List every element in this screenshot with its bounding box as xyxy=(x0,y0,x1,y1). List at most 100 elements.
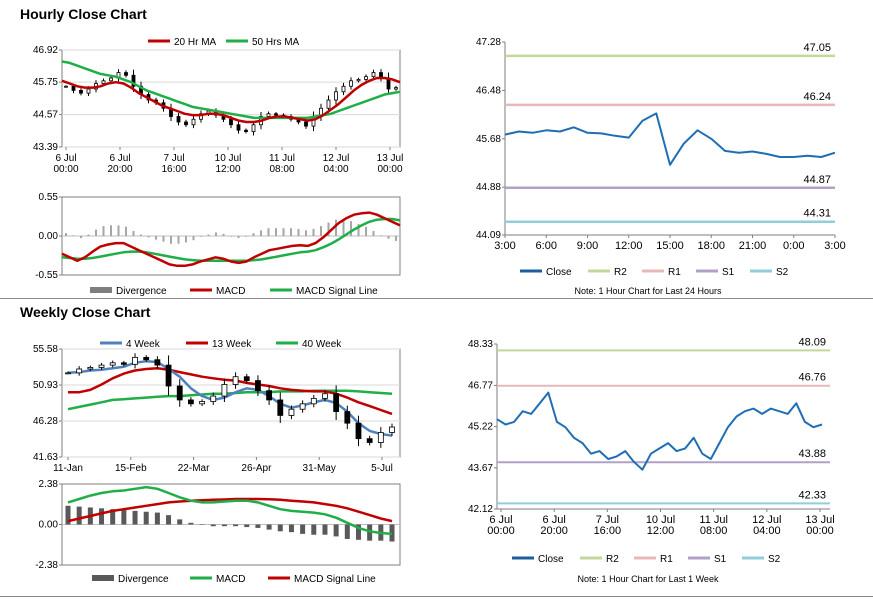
hourly-price-xtick: 12 Jul 04:00 xyxy=(323,153,350,175)
weekly-macd-legend-divergence-swatch xyxy=(92,575,114,581)
weekly-price-candle xyxy=(344,411,351,424)
close1w-xtick: 6 Jul 00:00 xyxy=(487,514,515,537)
hourly-macd-divergence-bar xyxy=(177,236,180,244)
hourly-price-candle xyxy=(86,88,91,94)
close24-xtick: 0:00 xyxy=(783,240,804,252)
hourly-price-xtick: 13 Jul 00:00 xyxy=(377,153,404,175)
hourly-macd-divergence-bar xyxy=(350,221,352,236)
close1w-ytick: 45.22 xyxy=(468,422,493,433)
hourly-macd-legend-divergence-label: Divergence xyxy=(116,286,167,297)
hourly-price-candle xyxy=(109,77,113,82)
weekly-macd-legend-signal-label: MACD Signal Line xyxy=(294,574,376,585)
hourly-price-candle xyxy=(191,118,196,126)
bottom-divider xyxy=(0,596,873,597)
hourly-price-candle xyxy=(176,116,181,123)
hourly-macd-divergence-bar xyxy=(230,236,232,237)
hourly-macd-divergence-bar xyxy=(290,228,292,236)
weekly-macd-divergence-bar xyxy=(177,519,183,525)
hourly-macd-divergence-bar xyxy=(140,234,142,236)
weekly-price-xtick: 11-Jan xyxy=(53,463,83,474)
close24-ytick: 44.09 xyxy=(476,230,501,241)
hourly-price-candle xyxy=(334,91,338,101)
hourly-price-ytick: 46.92 xyxy=(33,45,58,56)
hourly-price-ytick: 43.39 xyxy=(33,142,58,153)
weekly-price-candle xyxy=(310,397,317,405)
hourly-macd-divergence-bar xyxy=(387,236,390,239)
hourly-price-candle xyxy=(326,99,331,109)
weekly-macd-divergence-bar xyxy=(210,524,216,527)
close1w-xtick: 10 Jul 12:00 xyxy=(646,514,675,537)
hourly-price-candle xyxy=(71,85,76,91)
weekly-price-candle xyxy=(87,367,94,370)
hourly-price-ytick: 44.57 xyxy=(33,110,58,121)
weekly-macd-divergence-bar xyxy=(266,524,272,530)
weekly-macd-divergence-bar xyxy=(288,524,294,533)
close24-legend-s1-label: S1 xyxy=(722,267,735,278)
hourly-price-candle xyxy=(274,113,278,116)
close24-line xyxy=(504,112,836,166)
hourly-price-candle xyxy=(251,124,256,133)
close24-level-label-r1: 46.24 xyxy=(803,91,831,103)
close24-legend-r1-label: R1 xyxy=(668,267,681,278)
close1w-legend-s1-label: S1 xyxy=(714,554,727,565)
weekly-price-ytick: 46.28 xyxy=(33,416,58,427)
hourly-macd-legend-signal-label: MACD Signal Line xyxy=(296,286,378,297)
hourly-macd-divergence-bar xyxy=(365,226,367,236)
close24-level-label-s2: 44.31 xyxy=(803,208,831,220)
weekly-price-candle xyxy=(322,393,328,399)
hourly-price-candle xyxy=(124,72,128,76)
hourly-macd-divergence-bar xyxy=(372,231,375,236)
weekly-legend-13wk-label: 13 Week xyxy=(212,339,252,350)
weekly-price-candle xyxy=(221,384,228,397)
close1w-note: Note: 1 Hour Chart for Last 1 Week xyxy=(578,574,719,584)
close24-legend-close-label: Close xyxy=(546,267,572,278)
close1w-xtick: 6 Jul 20:00 xyxy=(540,514,568,537)
close24-xtick: 3:00 xyxy=(494,240,515,252)
weekly-macd-divergence-bar xyxy=(65,505,71,525)
close1w-legend-s2-label: S2 xyxy=(768,554,781,565)
hourly-macd-divergence-bar xyxy=(147,236,150,238)
weekly-price-candle xyxy=(243,376,250,381)
hourly-price-ytick: 45.75 xyxy=(33,77,58,88)
weekly-macd-divergence-bar xyxy=(188,522,194,525)
close24-xtick: 6:00 xyxy=(536,240,557,252)
hourly-macd-divergence-bar xyxy=(72,235,75,236)
hourly-macd-divergence-bar xyxy=(282,228,285,236)
hourly-price-candle xyxy=(184,121,188,126)
weekly-price-xtick: 26-Apr xyxy=(241,463,272,474)
weekly-price-candle xyxy=(98,364,105,368)
hourly-macd-divergence-bar xyxy=(215,232,217,236)
close1w-level-label-r2: 48.09 xyxy=(798,336,826,348)
hourly-legend-ma20-label: 20 Hr MA xyxy=(174,37,217,48)
hourly-price-xtick: 7 Jul 16:00 xyxy=(161,153,186,175)
hourly-price-candle xyxy=(266,113,271,117)
weekly-macd-divergence-bar xyxy=(322,524,328,535)
weekly-price-candle xyxy=(377,432,384,443)
weekly-macd-divergence-bar xyxy=(221,524,227,527)
weekly-macd-legend-macd-label: MACD xyxy=(216,574,245,585)
weekly-macd-divergence-bar xyxy=(311,524,317,535)
hourly-macd-divergence-bar xyxy=(297,228,300,236)
close1w-ytick: 42.12 xyxy=(468,504,493,515)
close1w-level-label-s2: 42.33 xyxy=(798,489,826,501)
close1w-legend-r2-label: R2 xyxy=(606,554,619,565)
close1w-ytick: 43.67 xyxy=(468,463,493,474)
hourly-macd-divergence-bar xyxy=(275,228,277,236)
hourly-section-title: Hourly Close Chart xyxy=(20,6,147,22)
hourly-macd-divergence-bar xyxy=(237,236,240,239)
hourly-macd-divergence-bar xyxy=(102,226,105,236)
weekly-section-title: Weekly Close Chart xyxy=(20,304,151,320)
hourly-price-candle xyxy=(131,74,136,87)
weekly-macd-divergence-bar xyxy=(110,509,116,525)
weekly-price-xtick: 15-Feb xyxy=(115,463,147,474)
close24-level-label-s1: 44.87 xyxy=(803,174,831,186)
close1w-level-label-r1: 46.76 xyxy=(798,372,826,384)
close24-legend-r2-label: R2 xyxy=(614,267,627,278)
weekly-price-xtick: 5-Jul xyxy=(371,463,393,474)
hourly-macd-line xyxy=(61,211,401,268)
hourly-macd-divergence-bar xyxy=(87,234,90,236)
weekly-macd-divergence-bar xyxy=(244,524,250,528)
close1w-xtick: 7 Jul 16:00 xyxy=(594,514,622,537)
weekly-price-candle xyxy=(120,362,127,365)
